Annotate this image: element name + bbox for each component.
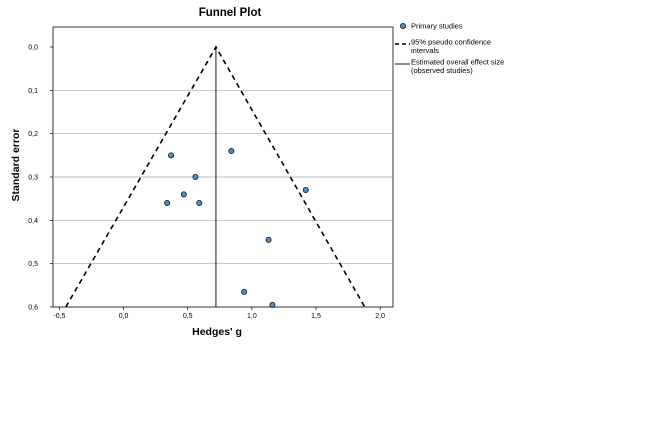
- y-tick-label: 0,5: [28, 261, 38, 268]
- legend-point-symbol: [399, 22, 406, 29]
- x-tick-label: 0,5: [183, 313, 193, 320]
- chart-title: Funnel Plot: [199, 7, 262, 19]
- legend-label: intervals: [411, 46, 439, 55]
- study-point: [192, 173, 199, 180]
- y-tick-label: 0,6: [28, 305, 38, 312]
- x-tick-label: 1,0: [247, 313, 257, 320]
- y-tick-label: 0,3: [28, 175, 38, 182]
- y-axis-ticks: 0,0 0,1 0,2 0,3 0,4 0,5 0,6: [28, 45, 53, 312]
- y-tick-label: 0,1: [28, 88, 38, 95]
- legend-label: 95% pseudo confidence: [411, 38, 491, 47]
- legend: Primary studies 95% pseudo confidenceinte…: [395, 22, 504, 75]
- study-point: [180, 191, 187, 198]
- x-tick-label: 0,0: [119, 313, 129, 320]
- y-tick-label: 0,2: [28, 131, 38, 138]
- x-tick-label: 1,5: [311, 313, 321, 320]
- y-tick-label: 0,4: [28, 218, 38, 225]
- study-point: [168, 152, 175, 159]
- study-point: [302, 186, 309, 193]
- study-point: [164, 199, 171, 206]
- x-tick-label: -0,5: [53, 313, 65, 320]
- study-point: [265, 236, 272, 243]
- y-axis-label: Standard error: [10, 129, 22, 202]
- x-axis-label: Hedges' g: [192, 326, 242, 338]
- legend-label: Primary studies: [411, 22, 463, 31]
- legend-label: (observed studies): [411, 66, 473, 75]
- y-tick-label: 0,0: [28, 45, 38, 52]
- x-axis-ticks: -0,5 0,0 0,5 1,0 1,5 2,0: [53, 307, 385, 320]
- plot-area: [52, 26, 394, 308]
- study-point: [196, 199, 203, 206]
- study-point: [241, 288, 248, 295]
- plot-frame: [52, 26, 394, 308]
- x-tick-label: 2,0: [375, 313, 385, 320]
- study-point: [228, 147, 235, 154]
- legend-label: Estimated overall effect size: [411, 58, 504, 67]
- study-point: [269, 301, 276, 308]
